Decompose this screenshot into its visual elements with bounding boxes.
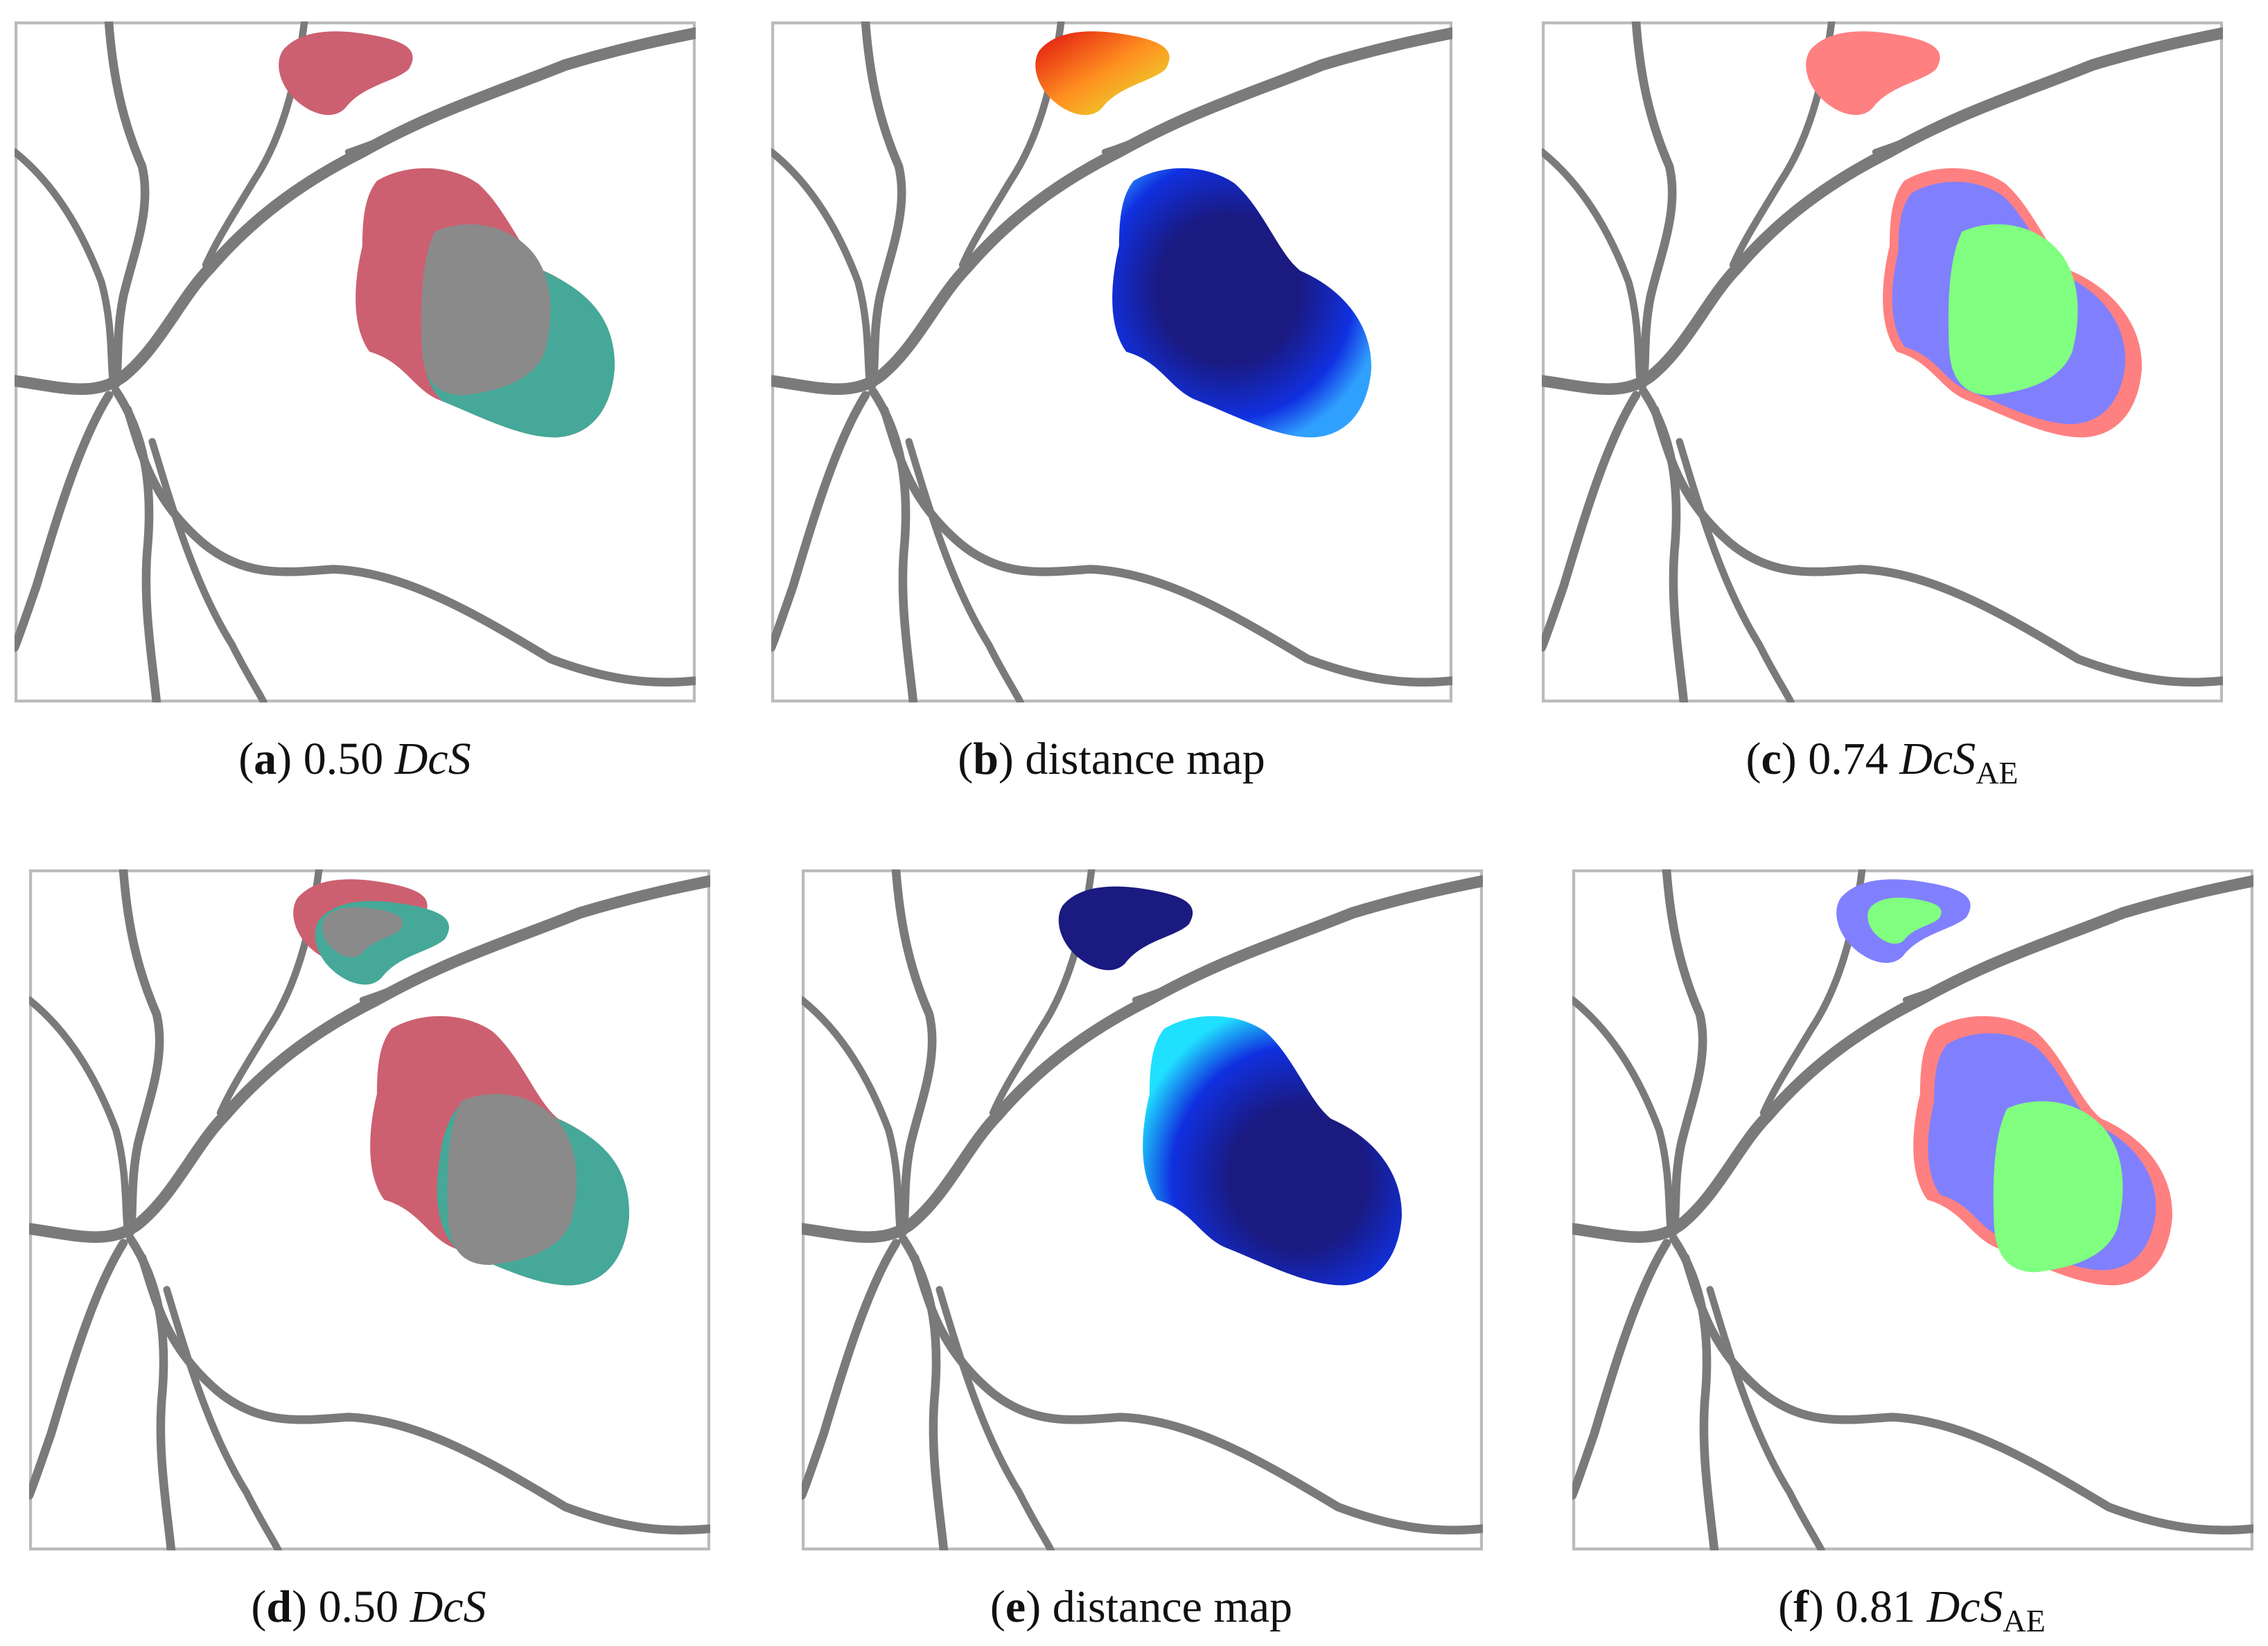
caption-label: e [1005,1582,1026,1632]
caption-metric: DcS [1926,1582,2003,1632]
caption: (f) 0.81 DcSAE [1531,1581,2268,1639]
caption-label: a [254,734,277,784]
caption-value: 0.50 [318,1582,399,1632]
caption-paren: ( [1778,1582,1794,1632]
caption-value: 0.74 [1808,734,1888,784]
caption-subscript: AE [1976,755,2019,791]
caption-label: f [1793,1582,1809,1632]
caption-paren: ) [276,734,292,784]
caption-paren: ) [1781,734,1797,784]
caption-text: distance map [1052,1582,1293,1632]
caption-paren: ) [998,734,1014,784]
caption: (e) distance map [760,1581,1522,1634]
caption-metric: DcS [410,1582,486,1632]
caption-text: distance map [1025,734,1265,784]
caption-paren: ) [292,1582,308,1632]
panel-image [29,869,710,1550]
caption-label: c [1761,734,1782,784]
caption-metric: DcS [1899,734,1976,784]
panel-image [1572,869,2253,1550]
caption: (a) 0.50 DcS [0,733,736,786]
caption: (b) distance map [730,733,1493,786]
caption-paren: ) [1026,1582,1041,1632]
caption-value: 0.81 [1835,1582,1916,1632]
caption-label: d [266,1582,292,1632]
caption-paren: ( [238,734,254,784]
caption-subscript: AE [2003,1603,2046,1639]
caption-paren: ) [1809,1582,1825,1632]
caption: (d) 0.50 DcS [0,1581,750,1634]
caption-value: 0.50 [303,734,384,784]
panel-image [15,21,696,702]
caption-paren: ( [990,1582,1005,1632]
caption-paren: ( [1746,734,1761,784]
panel-image [1542,21,2223,702]
caption: (c) 0.74 DcSAE [1501,733,2263,791]
panel-image [771,21,1452,702]
panel-image [802,869,1483,1550]
caption-label: b [973,734,999,784]
caption-paren: ( [958,734,974,784]
caption-paren: ( [251,1582,267,1632]
caption-metric: DcS [394,734,471,784]
